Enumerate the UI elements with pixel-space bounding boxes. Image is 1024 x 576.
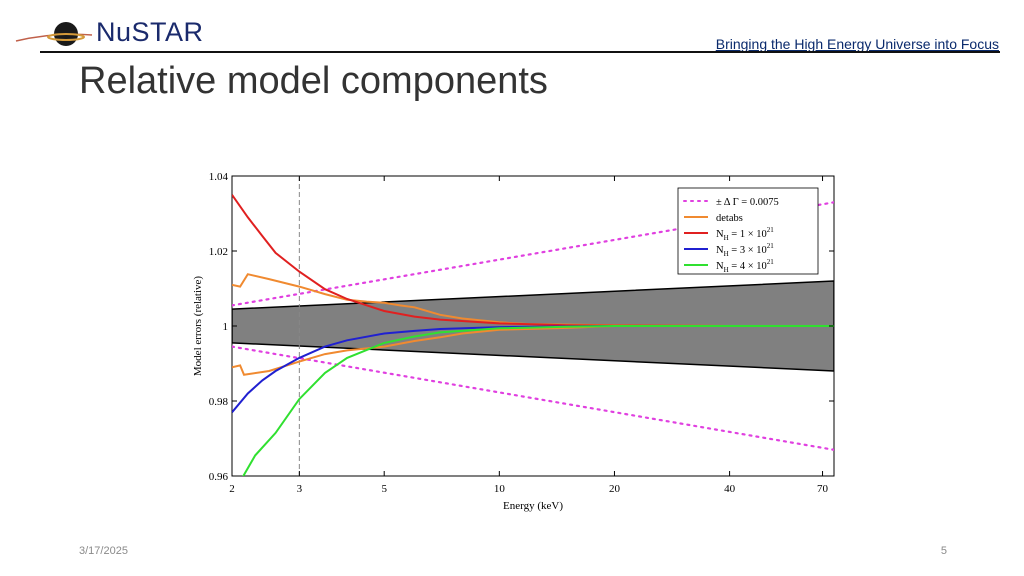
legend-label: ± Δ Γ = 0.0075 [716, 197, 779, 208]
legend-label: NH = 3 × 1021 [716, 242, 774, 258]
header-tagline: Bringing the High Energy Universe into F… [715, 36, 999, 52]
y-axis-label: Model errors (relative) [192, 276, 204, 377]
x-axis-label: Energy (keV) [503, 500, 563, 512]
logo-text: NuSTAR [96, 17, 204, 47]
series-line-3 [232, 325, 834, 376]
x-tick-label: 5 [381, 483, 387, 495]
x-tick-label: 20 [609, 483, 621, 495]
x-tick-label: 70 [817, 483, 829, 495]
y-tick-label: 0.98 [209, 396, 229, 408]
x-tick-label: 3 [297, 483, 303, 495]
legend-box [677, 187, 819, 275]
slide-title: Relative model components [79, 60, 548, 102]
legend-label: NH = 4 × 1021 [716, 258, 774, 274]
y-tick-label: 0.96 [209, 471, 229, 483]
model-errors-chart: 2 3 5 10 20 40 70 0.96 0.98 1 1.02 1.04 Energy (ke… [192, 171, 835, 512]
y-tick-label: 1 [223, 321, 229, 333]
x-tick-label: 2 [229, 483, 235, 495]
x-tick-label: 40 [724, 483, 736, 495]
header-divider [40, 51, 1000, 53]
y-tick-label: 1.02 [209, 246, 228, 258]
series-line-6 [242, 325, 834, 476]
footer-date: 3/17/2025 [79, 545, 128, 557]
nustar-logo [15, 22, 93, 46]
y-tick-label: 1.04 [209, 171, 229, 183]
page-number: 5 [940, 545, 947, 557]
legend-label: NH = 1 × 1021 [716, 226, 774, 242]
legend-label: detabs [716, 213, 743, 224]
x-tick-label: 10 [494, 483, 506, 495]
